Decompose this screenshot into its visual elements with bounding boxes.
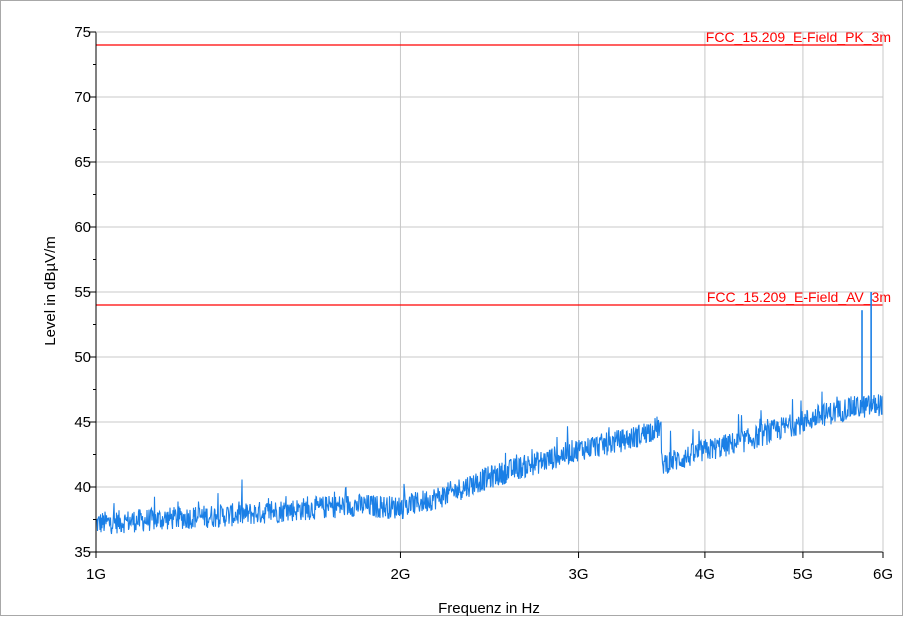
axes <box>90 31 884 558</box>
y-tick-label: 75 <box>74 24 91 41</box>
x-axis-label: Frequenz in Hz <box>438 600 540 617</box>
x-tick-label: 5G <box>793 566 813 583</box>
tick-labels: 35 40 45 50 55 60 65 70 75 1G 2G 3G 4G 5G 6G <box>74 24 893 583</box>
measurement-trace <box>95 391 884 535</box>
series-layer <box>95 292 884 535</box>
y-tick-label: 45 <box>74 414 91 431</box>
y-tick-label: 65 <box>74 154 91 171</box>
x-tick-label: 3G <box>569 566 589 583</box>
x-tick-label: 1G <box>86 566 106 583</box>
x-tick-label: 2G <box>390 566 410 583</box>
y-tick-label: 40 <box>74 479 91 496</box>
limit-line-label: FCC_15.209_E-Field_PK_3m <box>706 29 891 45</box>
limit-line-label: FCC_15.209_E-Field_AV_3m <box>707 289 891 305</box>
y-tick-label: 70 <box>74 89 91 106</box>
y-tick-label: 60 <box>74 219 91 236</box>
limit-lines: FCC_15.209_E-Field_PK_3m FCC_15.209_E-Fie… <box>96 29 891 306</box>
y-axis-label: Level in dBµV/m <box>42 236 59 346</box>
y-tick-label: 35 <box>74 544 91 561</box>
x-tick-label: 4G <box>695 566 715 583</box>
grid <box>96 32 883 552</box>
y-tick-label: 55 <box>74 284 91 301</box>
x-tick-label: 6G <box>873 566 893 583</box>
y-tick-label: 50 <box>74 349 91 366</box>
